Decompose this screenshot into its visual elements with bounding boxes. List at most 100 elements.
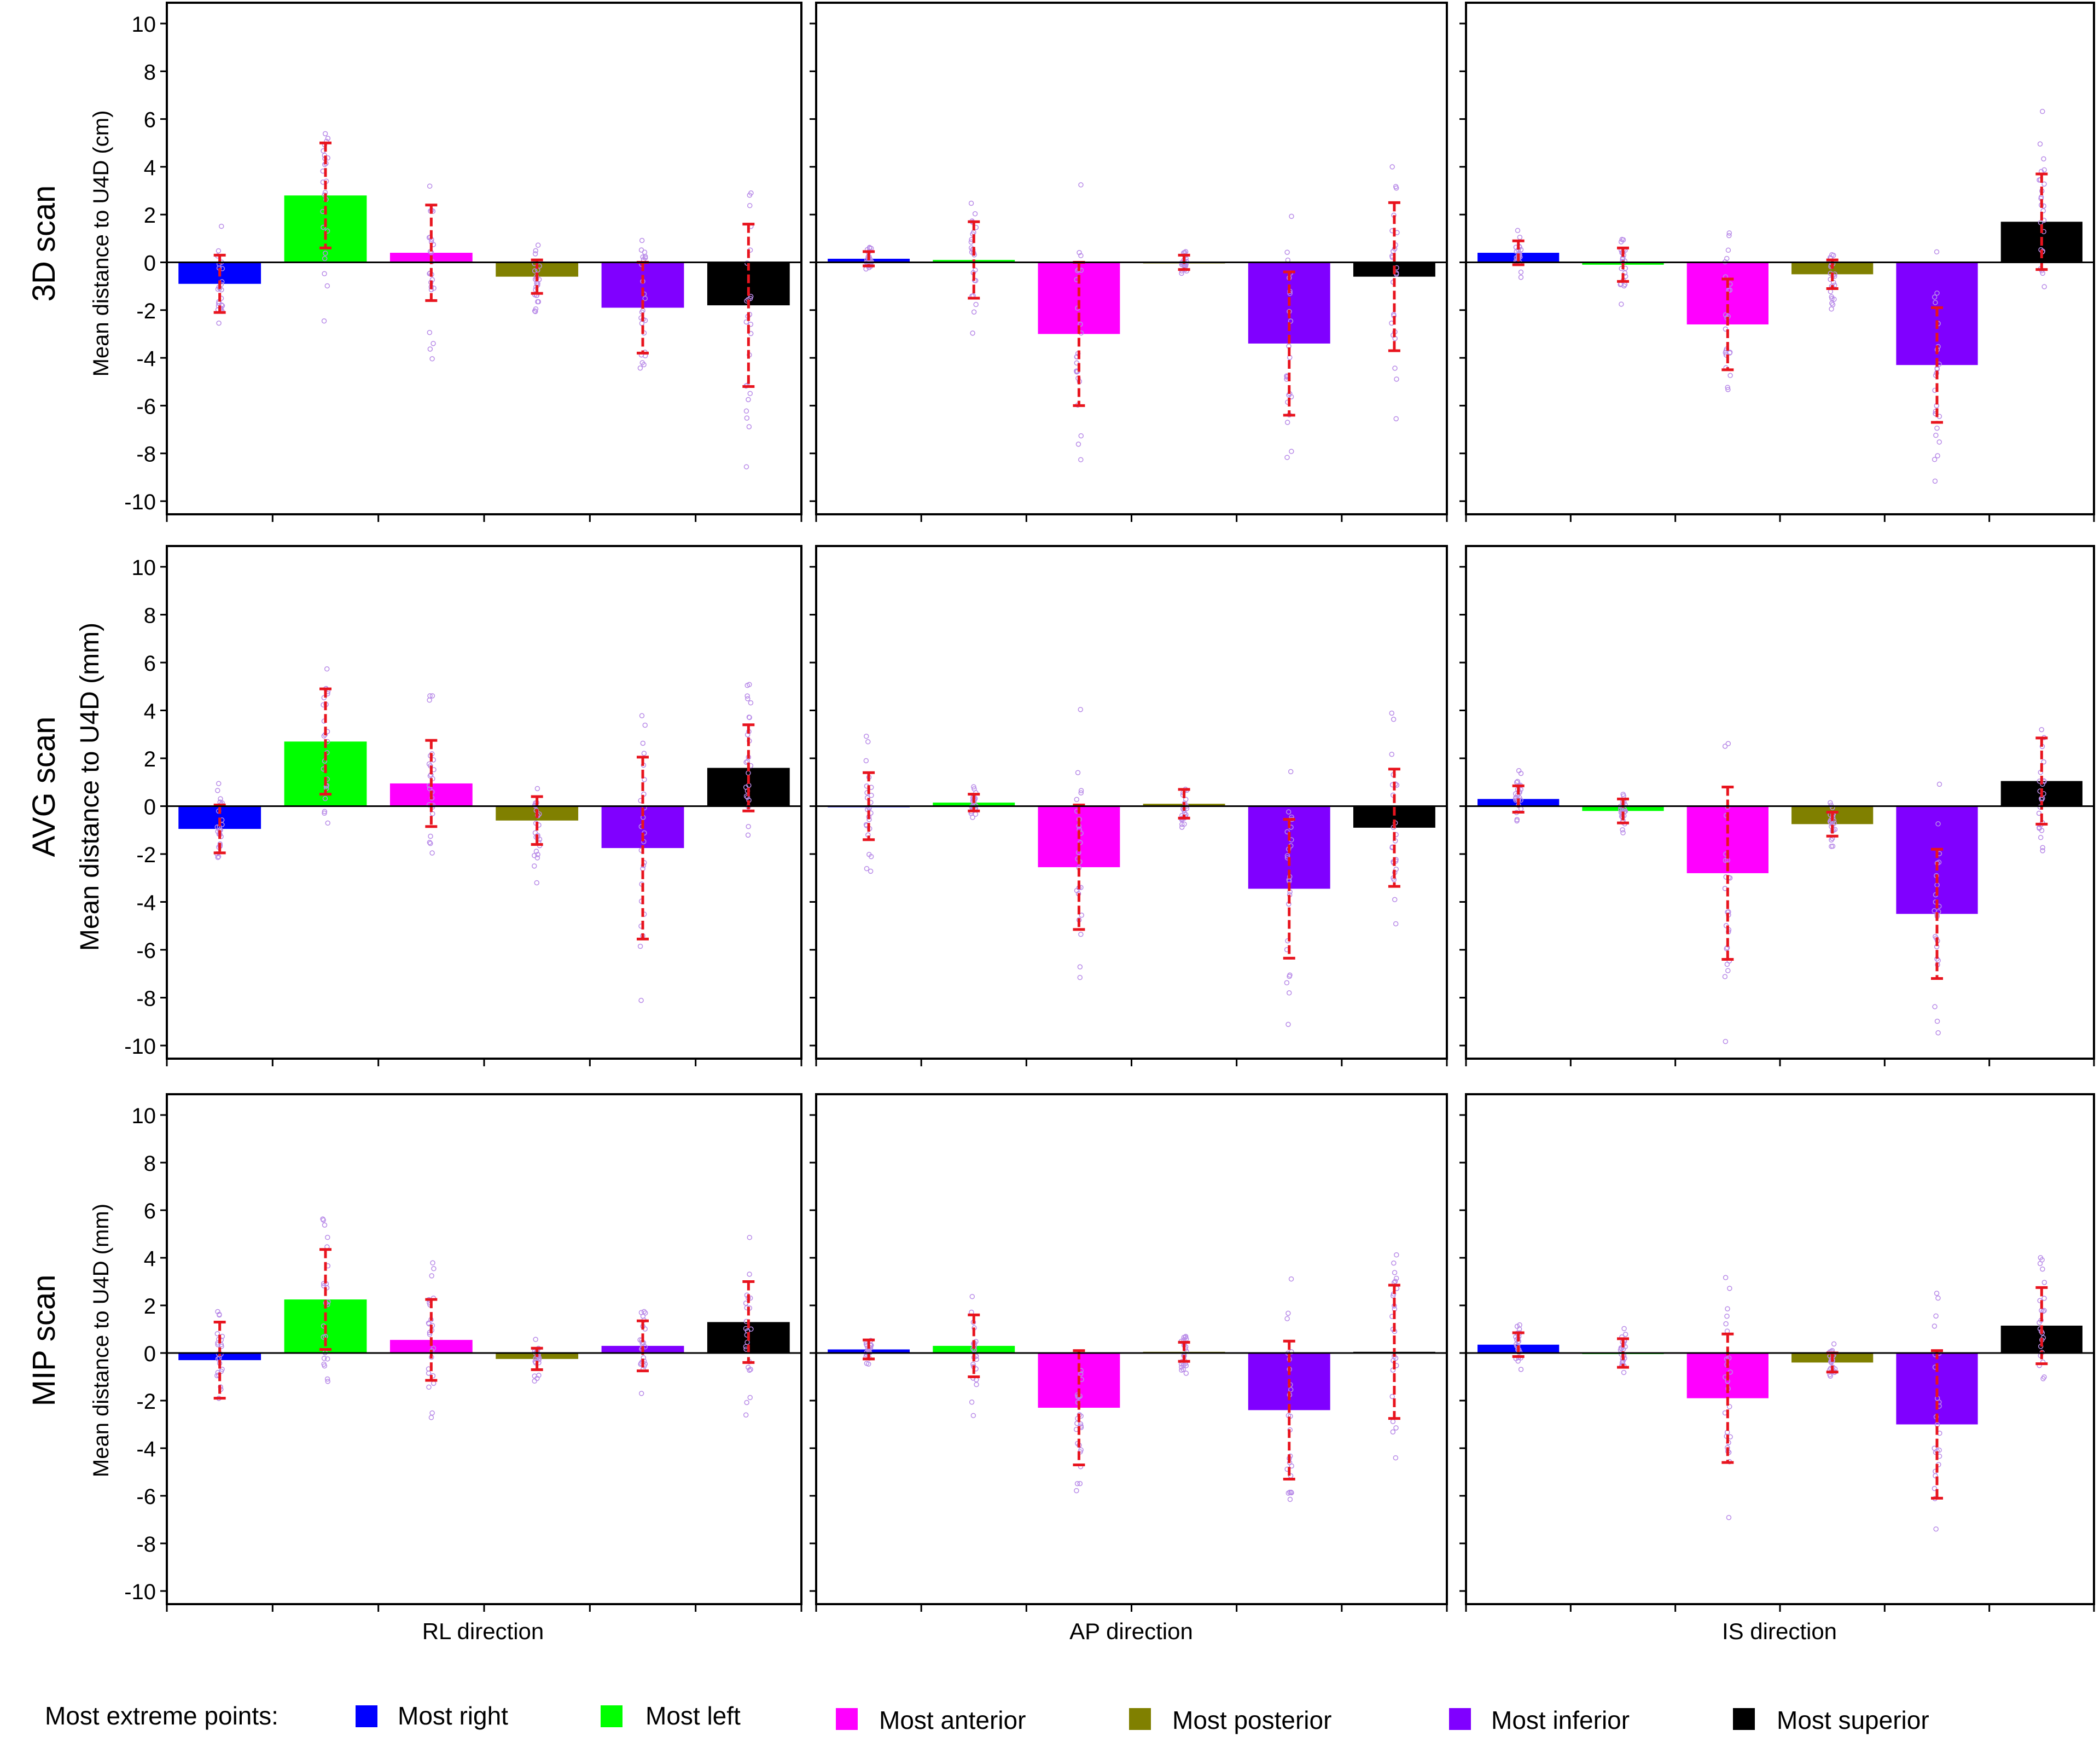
- panel-3d-rl-point: [535, 242, 541, 248]
- panel-mip-is-point: [1726, 1404, 1732, 1409]
- panel-mip-is-point: [1932, 1323, 1938, 1329]
- legend-swatch-most-posterior: [1129, 1708, 1151, 1730]
- panel-avg-is-point: [2039, 727, 2044, 733]
- panel-3d-rl-point: [536, 299, 542, 305]
- panel-3d-is-point: [1726, 233, 1732, 239]
- panel-avg-ap-point: [1078, 788, 1084, 793]
- panel-3d-is-point: [2040, 208, 2046, 213]
- panel-3d-is-point: [1725, 387, 1731, 392]
- panel-3d-is-point: [2041, 181, 2047, 187]
- panel-mip-rl-ytick-label: 4: [144, 1247, 156, 1271]
- panel-avg-rl-point: [533, 849, 539, 854]
- panel-mip-ap-point: [1078, 1371, 1084, 1377]
- panel-3d-rl-bar-most-left: [284, 195, 367, 263]
- panel-avg-rl-point: [642, 722, 648, 728]
- legend-label-most-right: Most right: [398, 1702, 508, 1730]
- panel-avg-rl-ytick-label: 2: [144, 747, 156, 771]
- panel-3d-is-point: [1727, 373, 1733, 379]
- panel-avg-rl-bar-most-superior: [707, 768, 790, 806]
- panel-mip-rl-point: [746, 1364, 751, 1370]
- panel-3d-is-point: [1828, 289, 1834, 294]
- panel-mip-is-point: [2038, 1255, 2044, 1261]
- panel-mip-ap-point: [1077, 1480, 1083, 1486]
- panel-3d-is-point: [1934, 249, 1940, 255]
- panel-3d-rl-point: [746, 397, 751, 403]
- panel-avg-is-point: [1722, 974, 1728, 979]
- panel-avg-rl-point: [215, 788, 220, 793]
- panel-mip-ap-bar-most-left: [933, 1345, 1015, 1353]
- panel-avg-ap-point: [1284, 853, 1290, 858]
- panel-3d-is-point: [1725, 247, 1731, 253]
- panel-mip-is-point: [1828, 1373, 1833, 1379]
- panel-mip-rl: 10 8 6 4 2 0 -2 -4 -6 -8 -10: [124, 1093, 802, 1612]
- panel-avg-ap: [810, 545, 1448, 1066]
- panel-mip-rl-point: [324, 1356, 330, 1362]
- panel-mip-rl-ytick-label: -4: [136, 1437, 156, 1461]
- panel-mip-is-point: [1514, 1323, 1520, 1329]
- panel-mip-ap-point: [1289, 1463, 1294, 1469]
- panel-avg-ap-frame: [815, 545, 1448, 1060]
- y-axis-label-avg: Mean distance to U4D (mm): [75, 623, 104, 951]
- panel-mip-is-point: [2041, 1296, 2047, 1301]
- panel-mip-rl-point: [430, 1260, 435, 1266]
- panel-3d-rl-point: [324, 283, 330, 289]
- panel-mip-ap-point: [1179, 1364, 1184, 1370]
- panel-avg-ap-point: [1079, 913, 1085, 918]
- panel-avg-is-point: [1725, 741, 1731, 746]
- panel-avg-rl-point: [639, 713, 645, 718]
- panel-3d-rl-ytick-label: -8: [136, 443, 156, 467]
- panel-mip-rl-point: [219, 1344, 224, 1349]
- panel-mip-rl-frame: [166, 1093, 802, 1605]
- panel-avg-ap-point: [863, 758, 869, 764]
- panel-mip-ap-point: [1287, 1496, 1293, 1502]
- panel-3d-ap-point: [1389, 164, 1395, 170]
- panel-3d-is-point: [1932, 294, 1938, 300]
- panel-mip-ap: [810, 1093, 1448, 1612]
- panel-3d-rl-point: [642, 249, 648, 255]
- panel-3d-rl-point: [429, 356, 435, 362]
- panel-avg-ap-point: [1285, 1021, 1291, 1027]
- panel-3d-rl-point: [743, 319, 749, 325]
- panel-mip-rl-point: [427, 1332, 433, 1337]
- panel-avg-rl-point: [324, 666, 330, 672]
- legend-swatch-most-anterior: [836, 1708, 858, 1730]
- panel-mip-rl-point: [431, 1266, 437, 1271]
- panel-mip-is-point: [1725, 1306, 1730, 1311]
- panel-3d-is-point: [2040, 108, 2045, 114]
- panel-mip-rl-point: [325, 1234, 330, 1240]
- panel-mip-is-point: [1831, 1341, 1837, 1347]
- panel-mip-rl-point: [532, 1378, 537, 1384]
- panel-mip-rl-point: [429, 1273, 434, 1279]
- panel-3d-rl-point: [743, 408, 749, 414]
- panel-mip-is-point: [2040, 1266, 2045, 1272]
- panel-avg-rl-ytick-label: 4: [144, 700, 156, 724]
- panel-3d-rl-point: [322, 131, 328, 137]
- panel-mip-ap-point: [969, 1400, 975, 1405]
- panel-3d-rl-point: [325, 136, 331, 141]
- panel-3d-rl-ytick-label: 6: [144, 108, 156, 132]
- panel-mip-rl-point: [743, 1300, 749, 1306]
- panel-3d-is-point: [1514, 249, 1520, 254]
- panel-3d-rl-point: [642, 255, 648, 261]
- panel-avg-rl-point: [428, 833, 433, 839]
- panel-avg-ap-point: [864, 866, 870, 872]
- panel-3d-ap-point: [1392, 365, 1398, 371]
- panel-avg-ap-point: [971, 784, 976, 789]
- panel-avg-ap-point: [1078, 790, 1084, 795]
- panel-3d-is-point: [1620, 237, 1626, 243]
- panel-3d-ap-frame: [815, 2, 1448, 515]
- panel-avg-is-point: [1933, 933, 1938, 939]
- col-label-is: IS direction: [1722, 1618, 1837, 1644]
- panel-mip-rl-point: [641, 1309, 647, 1315]
- panel-avg-rl-point: [321, 695, 327, 700]
- panel-mip-rl-ytick-label: -2: [136, 1390, 156, 1414]
- panel-mip-rl-point: [743, 1326, 749, 1332]
- panel-mip-rl-point: [643, 1310, 648, 1316]
- panel-3d-rl-ytick-label: -4: [136, 347, 156, 371]
- panel-mip-ap-point: [1287, 1489, 1293, 1495]
- panel-mip-rl-point: [217, 1312, 222, 1318]
- panel-3d-rl-point: [532, 309, 538, 315]
- panel-mip-rl-ytick-label: 0: [144, 1342, 156, 1366]
- panel-avg-ap-point: [864, 734, 869, 739]
